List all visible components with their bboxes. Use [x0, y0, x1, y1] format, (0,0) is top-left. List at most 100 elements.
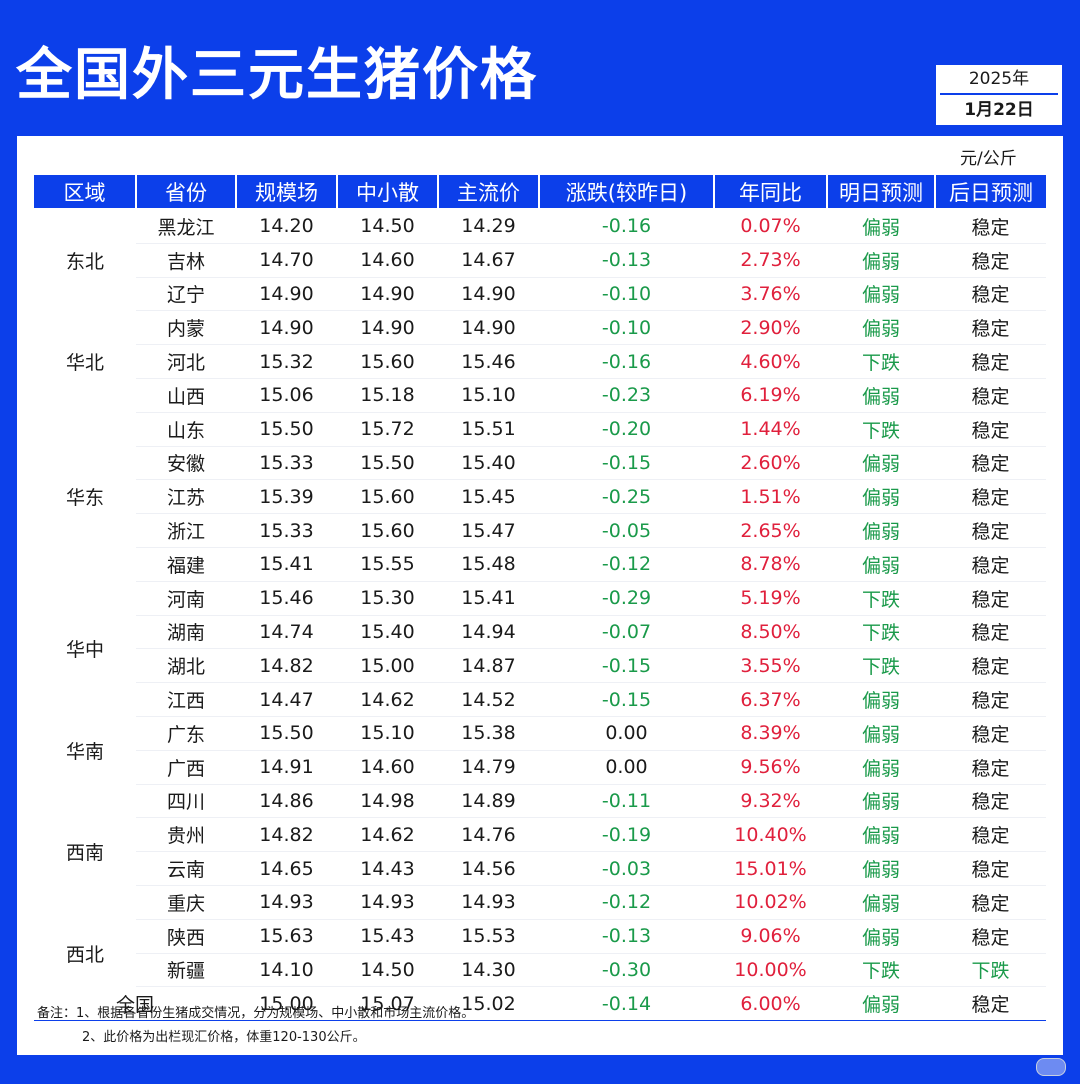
cell-forecast-tomorrow: 偏弱 — [827, 243, 935, 278]
cell-province: 安徽 — [136, 446, 236, 481]
cell-forecast-day-after: 稳定 — [935, 716, 1046, 751]
table-row: 湖北 14.82 15.00 14.87 -0.15 3.55% 下跌 稳定 — [34, 648, 1046, 684]
cell-small-farm: 14.62 — [337, 682, 438, 717]
cell-forecast-tomorrow: 偏弱 — [827, 209, 935, 244]
cell-province: 江苏 — [136, 479, 236, 515]
cell-forecast-tomorrow: 偏弱 — [827, 446, 935, 481]
cell-change: -0.10 — [539, 310, 714, 346]
cell-small-farm: 15.10 — [337, 716, 438, 751]
cell-forecast-tomorrow: 下跌 — [827, 344, 935, 379]
cell-change: 0.00 — [539, 750, 714, 785]
cell-small-farm: 14.93 — [337, 885, 438, 920]
cell-forecast-tomorrow: 下跌 — [827, 615, 935, 650]
cell-scale-farm: 14.70 — [236, 243, 337, 278]
cell-main-price: 14.29 — [438, 209, 539, 244]
cell-change: -0.12 — [539, 885, 714, 920]
cell-forecast-day-after: 下跌 — [935, 953, 1046, 988]
cell-yoy: 9.06% — [714, 919, 827, 954]
cell-forecast-day-after: 稳定 — [935, 479, 1046, 515]
cell-province: 山东 — [136, 412, 236, 447]
cell-small-farm: 14.50 — [337, 953, 438, 988]
cell-main-price: 15.10 — [438, 378, 539, 413]
cell-forecast-day-after: 稳定 — [935, 344, 1046, 379]
cell-forecast-day-after: 稳定 — [935, 682, 1046, 717]
table-row: 河北 15.32 15.60 15.46 -0.16 4.60% 下跌 稳定 — [34, 344, 1046, 379]
cell-change: -0.07 — [539, 615, 714, 650]
cell-province: 陕西 — [136, 919, 236, 954]
cell-small-farm: 15.00 — [337, 648, 438, 684]
watermark-badge — [1036, 1058, 1066, 1076]
cell-province: 四川 — [136, 784, 236, 819]
cell-yoy: 3.55% — [714, 648, 827, 684]
cell-scale-farm: 14.86 — [236, 784, 337, 819]
cell-province: 河南 — [136, 581, 236, 616]
cell-yoy: 10.00% — [714, 953, 827, 988]
cell-small-farm: 14.60 — [337, 243, 438, 278]
cell-scale-farm: 14.91 — [236, 750, 337, 785]
header-main-price: 主流价 — [438, 175, 540, 210]
cell-yoy: 6.19% — [714, 378, 827, 413]
cell-forecast-tomorrow: 偏弱 — [827, 682, 935, 717]
cell-forecast-tomorrow: 偏弱 — [827, 885, 935, 920]
cell-change: -0.16 — [539, 209, 714, 244]
cell-region: 西北 — [65, 943, 104, 966]
cell-yoy: 2.73% — [714, 243, 827, 278]
cell-province: 重庆 — [136, 885, 236, 920]
cell-total-scale-farm: 15.00 — [236, 986, 337, 1022]
cell-forecast-day-after: 稳定 — [935, 209, 1046, 244]
cell-yoy: 8.50% — [714, 615, 827, 650]
cell-scale-farm: 15.50 — [236, 716, 337, 751]
cell-forecast-tomorrow: 偏弱 — [827, 851, 935, 886]
cell-change: 0.00 — [539, 716, 714, 751]
table-row: 江西 14.47 14.62 14.52 -0.15 6.37% 偏弱 稳定 — [34, 682, 1046, 717]
cell-yoy: 8.78% — [714, 547, 827, 582]
cell-small-farm: 14.98 — [337, 784, 438, 819]
date-year: 2025年 — [968, 69, 1030, 89]
cell-main-price: 14.76 — [438, 817, 539, 853]
cell-main-price: 15.48 — [438, 547, 539, 582]
cell-region: 华东 — [65, 487, 104, 510]
cell-forecast-day-after: 稳定 — [935, 817, 1046, 853]
cell-change: -0.13 — [539, 919, 714, 954]
cell-change: -0.16 — [539, 344, 714, 379]
cell-scale-farm: 14.90 — [236, 310, 337, 346]
cell-forecast-day-after: 稳定 — [935, 277, 1046, 312]
cell-total-label: 全国 — [34, 986, 236, 1022]
cell-yoy: 4.60% — [714, 344, 827, 379]
cell-scale-farm: 14.82 — [236, 648, 337, 684]
cell-change: -0.15 — [539, 446, 714, 481]
cell-scale-farm: 15.33 — [236, 446, 337, 481]
cell-main-price: 14.90 — [438, 277, 539, 312]
cell-change: -0.19 — [539, 817, 714, 853]
cell-main-price: 15.40 — [438, 446, 539, 481]
header-region: 区域 — [34, 175, 137, 210]
cell-scale-farm: 14.10 — [236, 953, 337, 988]
cell-forecast-day-after: 稳定 — [935, 513, 1046, 548]
cell-scale-farm: 14.20 — [236, 209, 337, 244]
cell-yoy: 3.76% — [714, 277, 827, 312]
cell-yoy: 2.65% — [714, 513, 827, 548]
cell-forecast-tomorrow: 偏弱 — [827, 547, 935, 582]
cell-change: -0.10 — [539, 277, 714, 312]
cell-forecast-tomorrow: 偏弱 — [827, 716, 935, 751]
table-row: 新疆 14.10 14.50 14.30 -0.30 10.00% 下跌 下跌 — [34, 953, 1046, 988]
cell-main-price: 15.38 — [438, 716, 539, 751]
cell-main-price: 14.93 — [438, 885, 539, 920]
header-forecast-day-after: 后日预测 — [935, 175, 1046, 210]
cell-main-price: 14.87 — [438, 648, 539, 684]
cell-scale-farm: 14.74 — [236, 615, 337, 650]
cell-main-price: 14.30 — [438, 953, 539, 988]
table-row: 福建 15.41 15.55 15.48 -0.12 8.78% 偏弱 稳定 — [34, 547, 1046, 582]
cell-forecast-day-after: 稳定 — [935, 446, 1046, 481]
cell-scale-farm: 15.63 — [236, 919, 337, 954]
cell-small-farm: 15.18 — [337, 378, 438, 413]
table-row: 东北 黑龙江 14.20 14.50 14.29 -0.16 0.07% 偏弱 稳定 — [34, 209, 1046, 273]
table-row: 华北 内蒙 14.90 14.90 14.90 -0.10 2.90% 偏弱 稳定 — [34, 310, 1046, 374]
cell-forecast-day-after: 稳定 — [935, 547, 1046, 582]
cell-yoy: 1.51% — [714, 479, 827, 515]
cell-change: -0.15 — [539, 682, 714, 717]
cell-scale-farm: 14.90 — [236, 277, 337, 312]
cell-change: -0.25 — [539, 479, 714, 515]
table-row: 湖南 14.74 15.40 14.94 -0.07 8.50% 下跌 稳定 — [34, 615, 1046, 650]
cell-main-price: 15.41 — [438, 581, 539, 616]
